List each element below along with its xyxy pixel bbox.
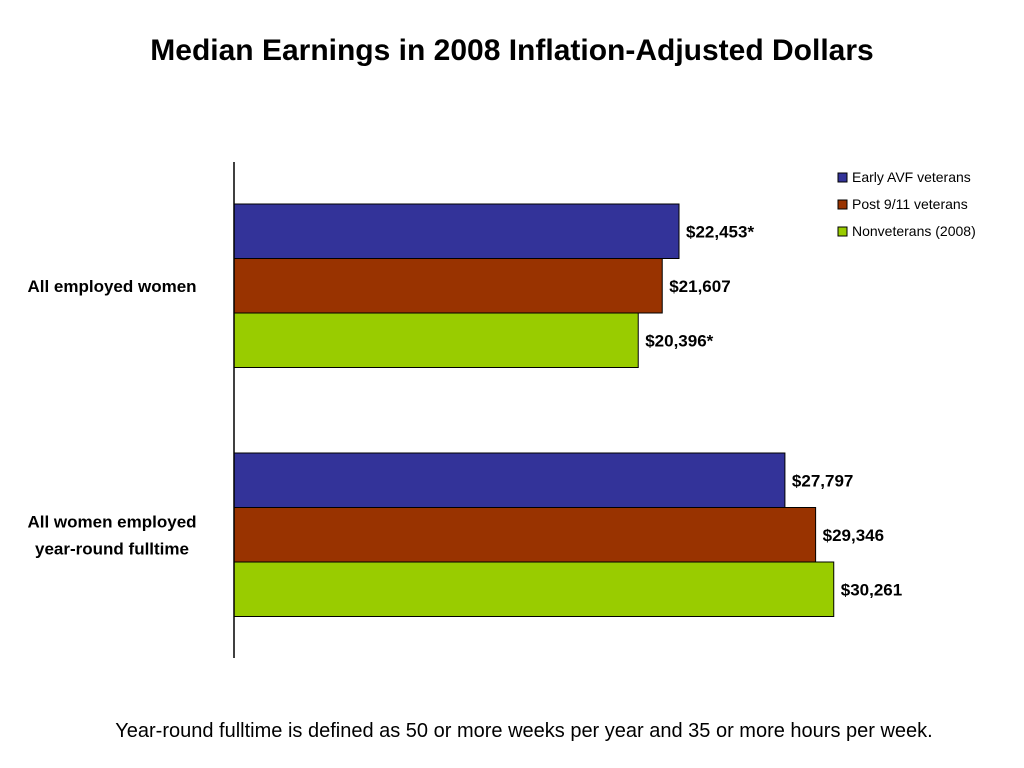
data-label-series-2-cat-1: $30,261 [841,580,902,599]
legend-label-0: Early AVF veterans [852,169,971,185]
data-label-series-0-cat-1: $27,797 [792,471,853,490]
legend-swatch-0 [837,172,848,183]
bars-layer: $22,453* $27,797 $21,607 $29,346 $20,396* $30… [233,203,902,617]
category-label-0-line-0: All employed women [27,277,196,296]
bar-series-2-cat-0 [233,312,639,368]
data-label-series-1-cat-0: $21,607 [669,277,730,296]
bar-series-1-cat-0 [233,258,663,314]
legend: Early AVF veterans Post 9/11 veterans Nonv… [837,169,976,239]
legend-label-2: Nonveterans (2008) [852,223,976,239]
category-label-1-line-0: All women employed [27,512,196,531]
data-label-series-2-cat-0: $20,396* [645,331,713,350]
data-label-series-0-cat-0: $22,453* [686,222,754,241]
bar-series-0-cat-0 [233,203,680,259]
data-label-series-1-cat-1: $29,346 [823,526,884,545]
footnote: Year-round fulltime is defined as 50 or … [115,720,933,742]
bar-series-1-cat-1 [233,507,817,563]
category-labels: All employed women All women employed year… [27,277,196,559]
bar-series-2-cat-1 [233,561,835,617]
legend-swatch-1 [837,199,848,210]
legend-label-1: Post 9/11 veterans [852,196,968,212]
bar-series-0-cat-1 [233,452,786,508]
chart-title: Median Earnings in 2008 Inflation-Adjust… [150,34,874,67]
category-label-1-line-1: year-round fulltime [35,539,189,558]
legend-swatch-2 [837,226,848,237]
